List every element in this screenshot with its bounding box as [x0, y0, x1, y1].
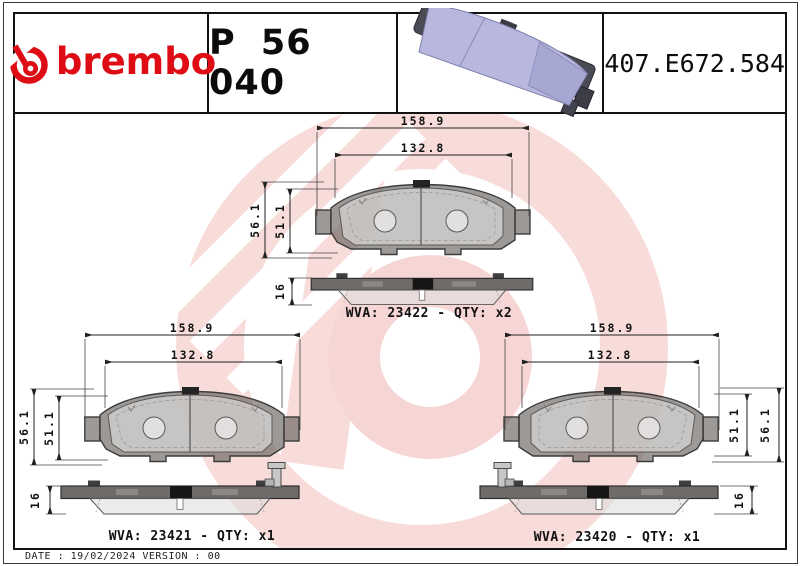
- pad-drawing-top: [261, 125, 534, 306]
- reference-number-cell: 407.E672.584: [604, 14, 785, 112]
- pad-front-view-mirrored: [503, 387, 719, 463]
- pad-front-view: [315, 180, 531, 256]
- drawing-variant-right: 158.9 132.8 51.1 56.1 16 WVA: 23420 - QT…: [462, 320, 785, 546]
- dim-pad-width: 132.8: [170, 348, 216, 362]
- footer-date-line: DATE : 19/02/2024 VERSION : 00: [25, 551, 221, 562]
- part-number-cell: P 56 040: [209, 14, 398, 112]
- dim-overall-width: 158.9: [169, 321, 215, 335]
- dim-overall-height: 56.1: [248, 202, 262, 238]
- wva-label: WVA: 23422 - QTY: x2: [345, 306, 513, 321]
- product-photo-cell: [398, 8, 605, 118]
- dim-pad-width: 132.8: [400, 141, 446, 155]
- drawing-variant-left: 158.9 132.8 56.1 51.1 16 WVA: 23421 - QT…: [17, 320, 320, 546]
- brake-pad-3d-photo: [413, 8, 596, 118]
- reference-number: 407.E672.584: [604, 48, 785, 78]
- dim-overall-height: 56.1: [17, 409, 31, 445]
- brand-wordmark: brembo: [55, 39, 217, 83]
- pad-side-view: [310, 272, 534, 305]
- dim-thickness: 16: [732, 491, 746, 509]
- wva-label: WVA: 23421 - QTY: x1: [108, 529, 276, 544]
- dim-thickness: 16: [28, 491, 42, 509]
- dim-overall-width: 158.9: [400, 114, 446, 128]
- brand-cell: brembo: [5, 14, 216, 112]
- pad-drawing-left: [30, 332, 301, 546]
- dim-overall-height: 56.1: [758, 407, 772, 443]
- pad-drawing-right: [462, 332, 784, 546]
- brembo-logo-icon: [5, 40, 48, 84]
- wva-label: WVA: 23420 - QTY: x1: [533, 530, 701, 545]
- dim-pad-height: 51.1: [727, 407, 741, 443]
- header-bar: brembo P 56 040 407.E672.584: [5, 8, 787, 118]
- dim-pad-width: 132.8: [587, 348, 633, 362]
- dim-overall-width: 158.9: [589, 321, 635, 335]
- dim-pad-height: 51.1: [273, 203, 287, 239]
- dim-pad-height: 51.1: [42, 410, 56, 446]
- drawing-area: 158.9 132.8 56.1 51.1 16 WVA: 23422 - QT…: [13, 112, 787, 550]
- pad-side-view-with-clip-mirrored: [480, 463, 718, 515]
- pad-side-view-with-clip: [61, 463, 299, 515]
- drawing-variant-top: 158.9 132.8 56.1 51.1 16 WVA: 23422 - QT…: [248, 114, 552, 321]
- part-number: P 56 040: [209, 23, 312, 103]
- dim-thickness: 16: [273, 282, 287, 300]
- pad-front-view: [84, 387, 300, 463]
